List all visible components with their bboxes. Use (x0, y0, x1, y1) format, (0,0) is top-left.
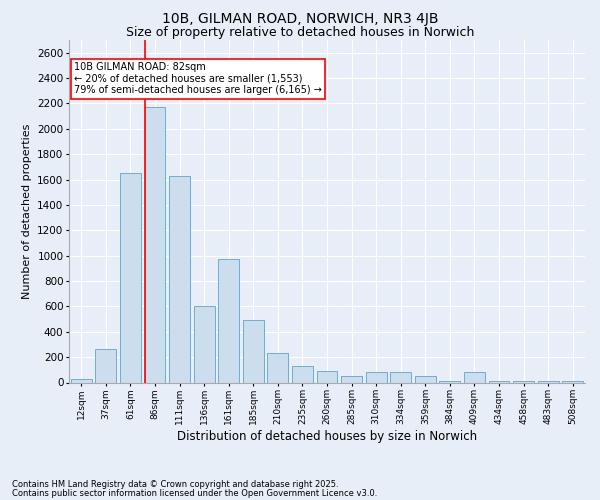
Bar (538, 381, 559, 382)
Text: 10B, GILMAN ROAD, NORWICH, NR3 4JB: 10B, GILMAN ROAD, NORWICH, NR3 4JB (162, 12, 438, 26)
Bar (317, 371, 337, 382)
Text: Size of property relative to detached houses in Norwich: Size of property relative to detached ho… (126, 26, 474, 39)
Bar (71, 380, 92, 382)
Bar (95, 349, 116, 382)
Bar (145, 106, 166, 382)
Bar (439, 381, 460, 382)
Bar (488, 381, 509, 382)
Y-axis label: Number of detached properties: Number of detached properties (22, 124, 32, 299)
Bar (341, 376, 362, 382)
Bar (562, 381, 583, 382)
Text: 10B GILMAN ROAD: 82sqm
← 20% of detached houses are smaller (1,553)
79% of semi-: 10B GILMAN ROAD: 82sqm ← 20% of detached… (74, 62, 322, 96)
Text: Contains public sector information licensed under the Open Government Licence v3: Contains public sector information licen… (12, 488, 377, 498)
Bar (194, 306, 215, 382)
Bar (218, 259, 239, 382)
Bar (513, 381, 534, 382)
Bar (268, 354, 289, 382)
Bar (365, 372, 386, 382)
Bar (120, 173, 141, 382)
Bar (415, 376, 436, 382)
Bar (464, 372, 485, 382)
X-axis label: Distribution of detached houses by size in Norwich: Distribution of detached houses by size … (177, 430, 477, 443)
Bar (292, 366, 313, 382)
Text: Contains HM Land Registry data © Crown copyright and database right 2025.: Contains HM Land Registry data © Crown c… (12, 480, 338, 489)
Bar (243, 320, 264, 382)
Bar (169, 176, 190, 382)
Bar (390, 372, 411, 382)
